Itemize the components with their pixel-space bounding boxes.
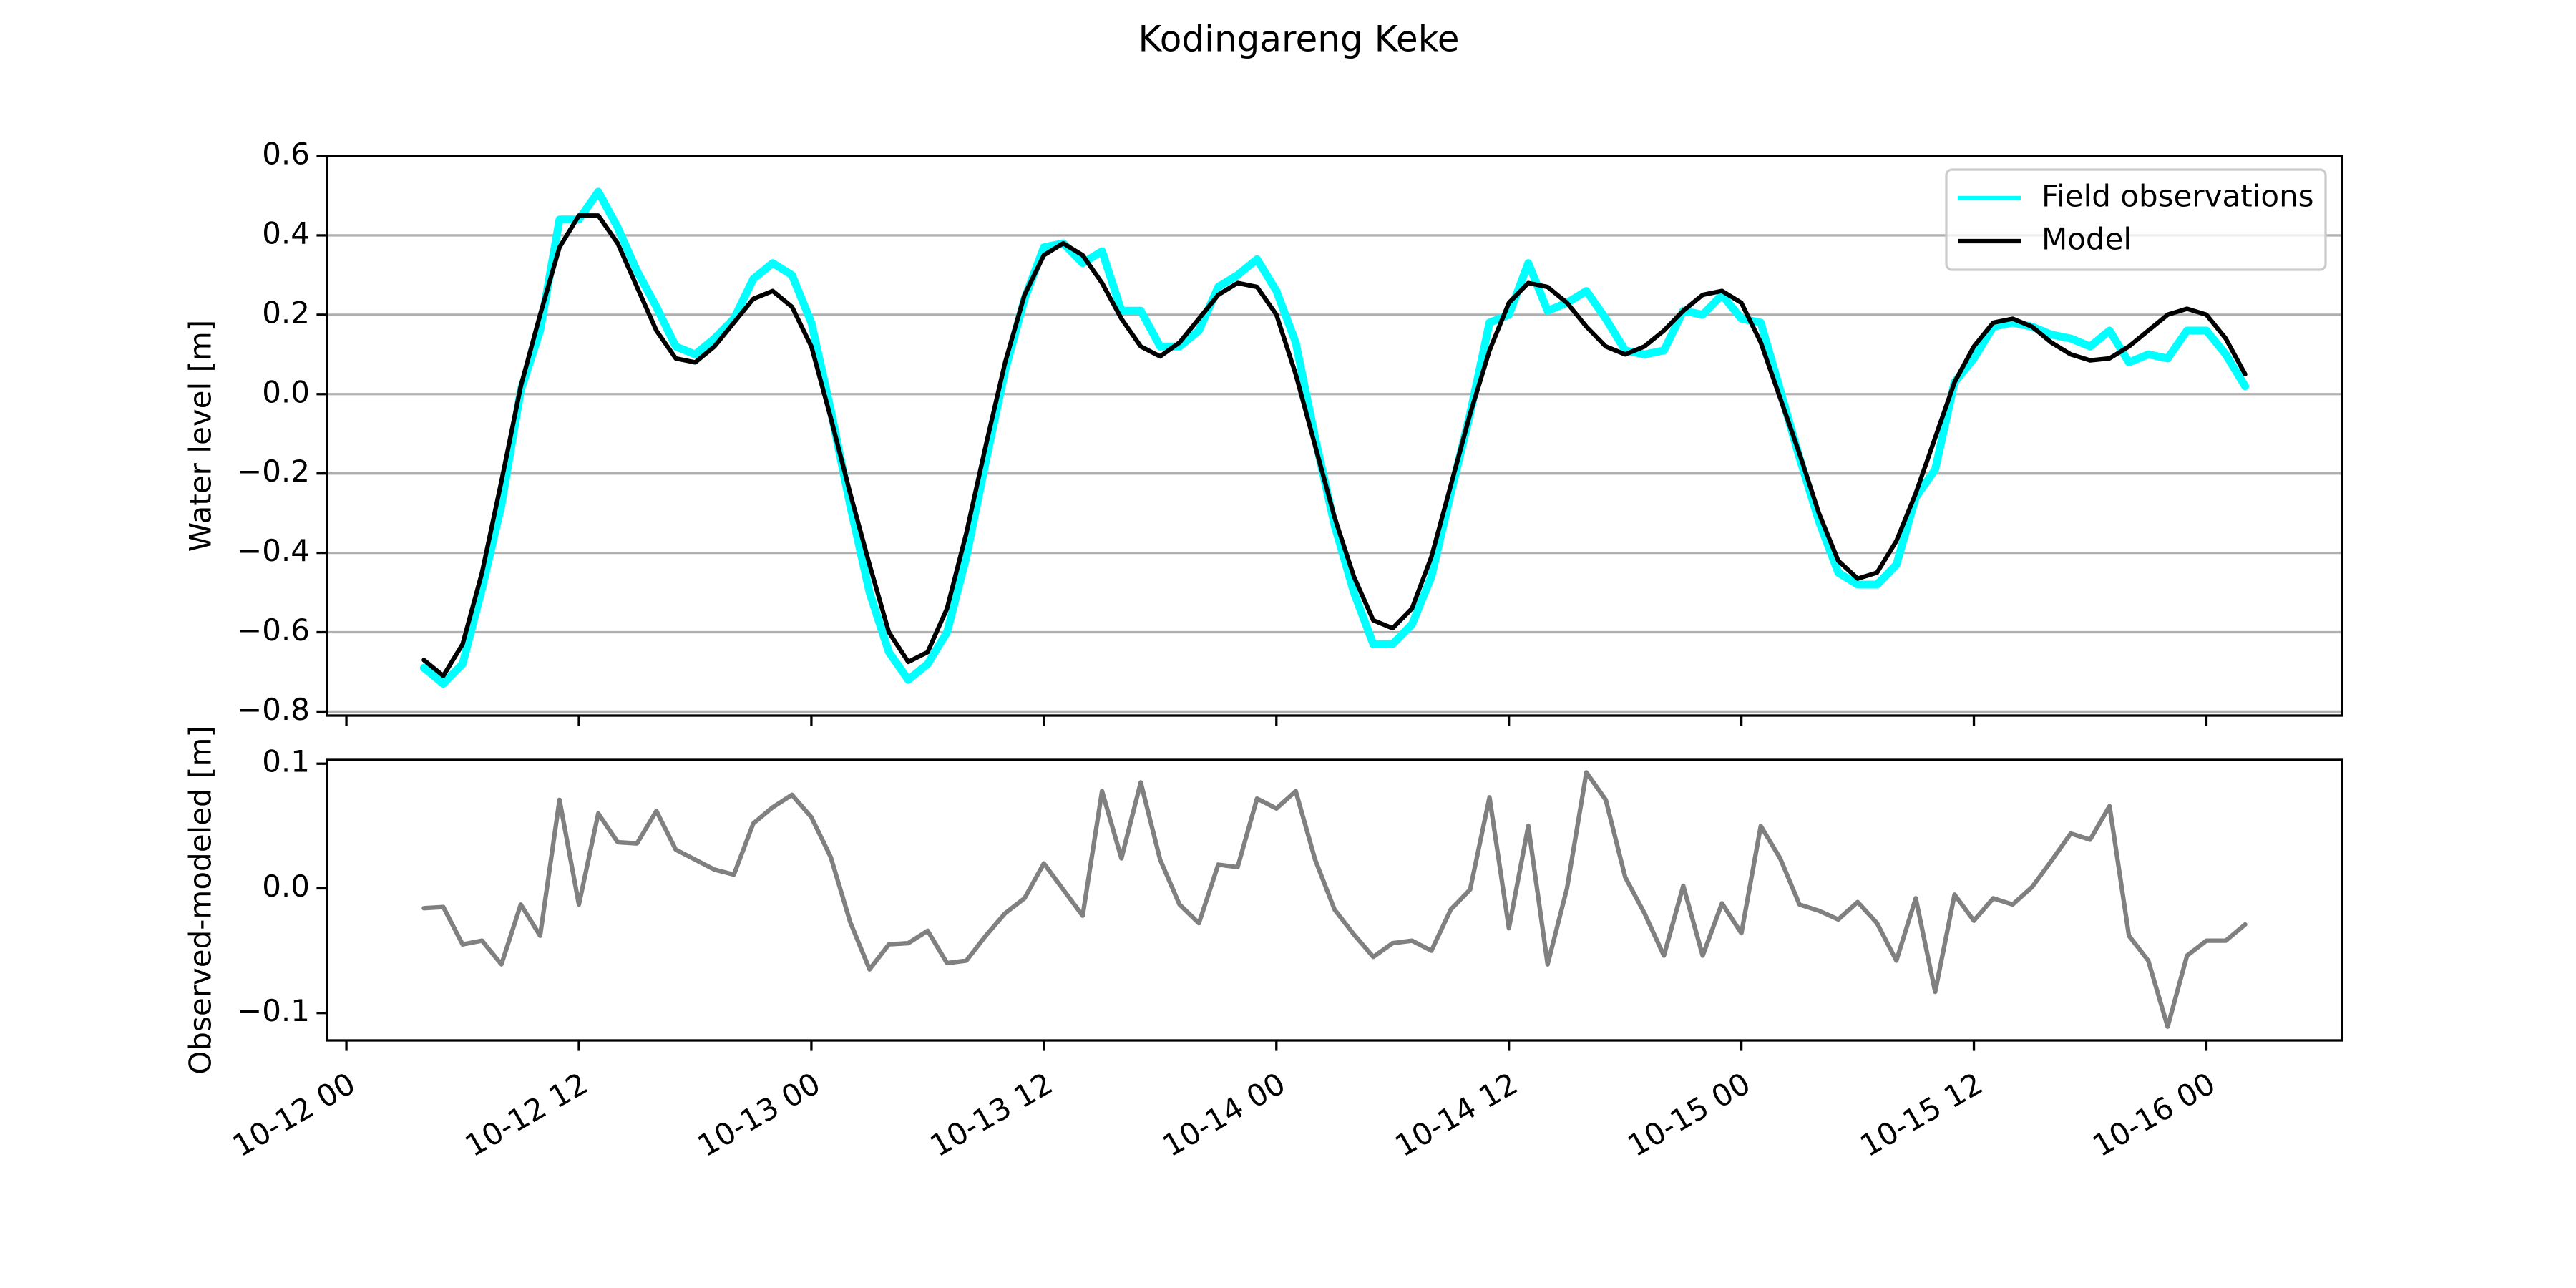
y-tick-label: 0.2 <box>262 295 310 330</box>
y-tick-label: 0.6 <box>262 137 310 172</box>
legend-box <box>1945 168 2327 271</box>
y-tick-label: −0.4 <box>237 533 310 568</box>
y-tick-label: −0.6 <box>237 613 310 648</box>
y-tick-label: −0.1 <box>237 993 310 1028</box>
y-axis-label: Observed-modeled [m] <box>183 726 218 1075</box>
y-tick-label: 0.0 <box>262 374 310 409</box>
series-line <box>421 770 2248 1029</box>
chart-title: Kodingareng Keke <box>1138 19 1459 60</box>
y-tick-label: −0.8 <box>237 692 310 727</box>
legend-label: Model <box>2041 222 2132 257</box>
axes-frame <box>326 155 2343 717</box>
y-tick-label: 0.1 <box>262 744 310 779</box>
series-line <box>421 213 2248 678</box>
y-tick-label: 0.4 <box>262 215 310 250</box>
legend-label: Field observations <box>2041 179 2314 214</box>
series-line <box>419 187 2250 688</box>
y-tick-label: 0.0 <box>262 869 310 904</box>
axes-frame <box>326 758 2343 1042</box>
y-tick-label: −0.2 <box>237 454 310 489</box>
y-axis-label: Water level [m] <box>183 320 218 552</box>
